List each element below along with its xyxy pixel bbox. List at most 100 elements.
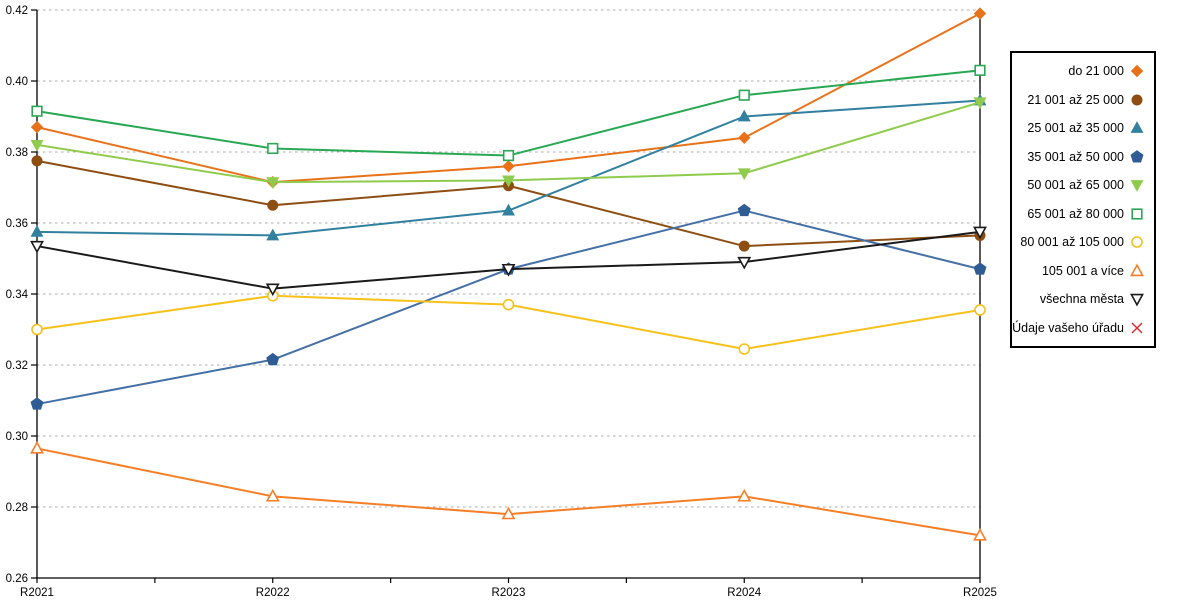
circle-legend-icon — [1131, 236, 1143, 249]
legend-item-4: 50 001 až 65 000 — [1016, 176, 1146, 194]
triangle-down-marker — [265, 283, 280, 297]
triangle-up-marker — [501, 506, 516, 520]
triangle-up-legend-icon — [1130, 263, 1144, 276]
triangle-up-marker — [266, 228, 280, 241]
legend-item-label: 50 001 až 65 000 — [1027, 178, 1124, 193]
legend-item-5: 65 001 až 80 000 — [1016, 205, 1146, 223]
triangle-down-marker — [501, 263, 516, 277]
square-marker — [502, 149, 515, 162]
triangle-up-marker — [1130, 263, 1144, 276]
square-marker — [1131, 208, 1143, 220]
legend-item-label: 25 001 až 35 000 — [1027, 121, 1124, 136]
y-tick-label: 0.34 — [6, 289, 29, 301]
legend-item-0: do 21 000 — [1016, 62, 1146, 80]
triangle-down-marker — [737, 256, 752, 270]
series-line — [36, 447, 981, 537]
triangle-down-marker — [737, 168, 751, 181]
triangle-up-marker — [737, 109, 751, 122]
pentagon-legend-icon — [1130, 149, 1144, 163]
circle-marker — [1131, 94, 1143, 106]
triangle-up-marker — [973, 527, 987, 541]
x-tick-label: R2024 — [727, 587, 761, 599]
square-legend-icon — [1131, 208, 1143, 220]
circle-marker — [31, 323, 43, 336]
x-tick-label: R2025 — [963, 587, 997, 599]
triangle-down-marker — [973, 97, 987, 110]
triangle-down-marker — [1130, 294, 1144, 307]
pentagon-marker — [266, 352, 280, 366]
circle-marker — [738, 343, 751, 355]
circle-marker — [267, 199, 279, 211]
y-tick-label: 0.26 — [6, 573, 28, 585]
series-6 — [31, 289, 986, 355]
square-marker — [738, 89, 750, 101]
legend-item-8: všechna města — [1016, 290, 1146, 308]
square-marker — [974, 64, 986, 76]
square-marker — [31, 105, 43, 117]
legend-item-label: do 21 000 — [1068, 64, 1124, 79]
legend-item-9: Údaje vašeho úřadu — [1012, 319, 1146, 337]
x-marker — [1131, 322, 1143, 334]
diamond-marker — [738, 131, 751, 145]
triangle-down-marker — [266, 177, 280, 190]
legend-item-7: 105 001 a více — [1016, 262, 1146, 280]
triangle-down-marker — [973, 226, 987, 240]
diamond-legend-icon — [1130, 65, 1144, 78]
diamond-marker — [502, 159, 515, 173]
pentagon-marker — [737, 203, 751, 217]
triangle-up-marker — [30, 225, 44, 237]
circle-marker — [502, 298, 515, 311]
pentagon-marker — [973, 262, 987, 275]
triangle-up-marker — [265, 488, 280, 502]
legend-item-3: 35 001 až 50 000 — [1016, 148, 1146, 166]
legend-item-label: 65 001 až 80 000 — [1027, 206, 1124, 221]
triangle-down-marker — [1130, 180, 1144, 193]
legend-item-label: 105 001 a více — [1041, 263, 1124, 278]
circle-marker — [31, 155, 43, 167]
pentagon-marker — [1130, 149, 1144, 163]
circle-marker — [974, 304, 986, 316]
x-tick-label: R2023 — [492, 587, 526, 599]
triangle-down-marker — [30, 140, 44, 152]
y-tick-label: 0.42 — [6, 5, 28, 17]
y-tick-label: 0.38 — [6, 147, 28, 159]
x-tick-label: R2022 — [256, 587, 290, 599]
legend-item-label: Údaje vašeho úřadu — [1012, 320, 1124, 335]
circle-legend-icon — [1131, 94, 1143, 106]
chart-legend: do 21 000 21 001 až 25 000 25 001 až 35 00… — [1010, 51, 1156, 348]
x-legend-icon — [1131, 322, 1143, 334]
legend-item-label: 35 001 až 50 000 — [1027, 149, 1124, 164]
legend-item-1: 21 001 až 25 000 — [1016, 91, 1146, 109]
diamond-marker — [973, 7, 987, 20]
triangle-up-legend-icon — [1130, 121, 1144, 134]
square-marker — [267, 142, 279, 155]
circle-marker — [1131, 236, 1143, 249]
legend-item-2: 25 001 až 35 000 — [1016, 119, 1146, 137]
diamond-marker — [1130, 65, 1144, 78]
legend-item-6: 80 001 až 105 000 — [1016, 233, 1146, 251]
triangle-up-marker — [30, 440, 44, 454]
triangle-down-legend-icon — [1130, 180, 1144, 193]
y-tick-label: 0.30 — [6, 431, 28, 443]
diamond-marker — [30, 120, 44, 134]
triangle-up-marker — [1130, 121, 1144, 134]
triangle-up-marker — [502, 203, 515, 216]
series-7 — [30, 440, 987, 541]
pentagon-marker — [30, 397, 44, 410]
y-tick-label: 0.32 — [6, 360, 28, 372]
legend-item-label: 80 001 až 105 000 — [1020, 235, 1124, 250]
y-tick-label: 0.40 — [6, 76, 28, 88]
triangle-up-marker — [737, 488, 752, 502]
triangle-down-marker — [30, 240, 44, 254]
triangle-down-legend-icon — [1130, 294, 1144, 307]
series-line — [36, 230, 981, 290]
legend-item-label: všechna města — [1039, 292, 1124, 307]
series-line — [36, 69, 981, 157]
x-tick-label: R2021 — [20, 587, 54, 599]
y-tick-label: 0.28 — [6, 502, 28, 514]
series-5 — [31, 64, 986, 162]
circle-marker — [738, 240, 750, 252]
series-0 — [30, 7, 987, 189]
